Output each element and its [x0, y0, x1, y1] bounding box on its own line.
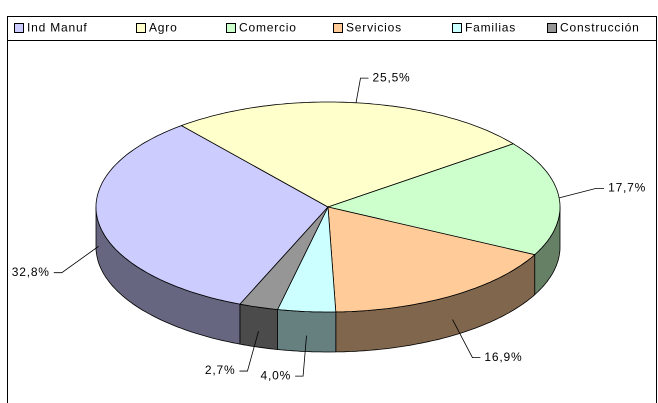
legend-label: Familias [465, 21, 516, 35]
legend-label: Agro [149, 21, 178, 35]
legend-swatch [547, 23, 557, 33]
data-label: 4,0% [261, 368, 292, 382]
slice [95, 125, 329, 305]
slice-side [239, 303, 278, 350]
legend-swatch [136, 23, 146, 33]
leader-line [295, 335, 307, 377]
legend-swatch [14, 23, 24, 33]
data-label: 2,7% [205, 363, 236, 377]
legend-label: Ind Manuf [27, 21, 88, 35]
slice [327, 206, 536, 313]
legend-swatch [452, 23, 462, 33]
slice [276, 205, 337, 313]
slice [326, 143, 561, 256]
slice [239, 206, 329, 310]
data-label: 32,8% [12, 265, 50, 279]
pie-sides [95, 207, 561, 353]
leader-line [355, 77, 369, 103]
data-label: 16,9% [484, 350, 522, 364]
leader-line [452, 319, 481, 359]
leader-line [559, 188, 605, 199]
slice [180, 101, 515, 208]
leader-line [53, 246, 99, 274]
chart-frame [7, 16, 657, 403]
legend-swatch [333, 23, 343, 33]
legend-label: Construcción [560, 21, 640, 35]
pie-tops [95, 101, 561, 313]
data-label: 17,7% [608, 181, 646, 195]
legend-label: Comercio [239, 21, 297, 35]
legend-swatch [226, 23, 236, 33]
legend-label: Servicios [346, 21, 402, 35]
leader-line [239, 331, 259, 372]
data-label: 25,5% [373, 70, 411, 84]
slice-side [277, 309, 337, 353]
